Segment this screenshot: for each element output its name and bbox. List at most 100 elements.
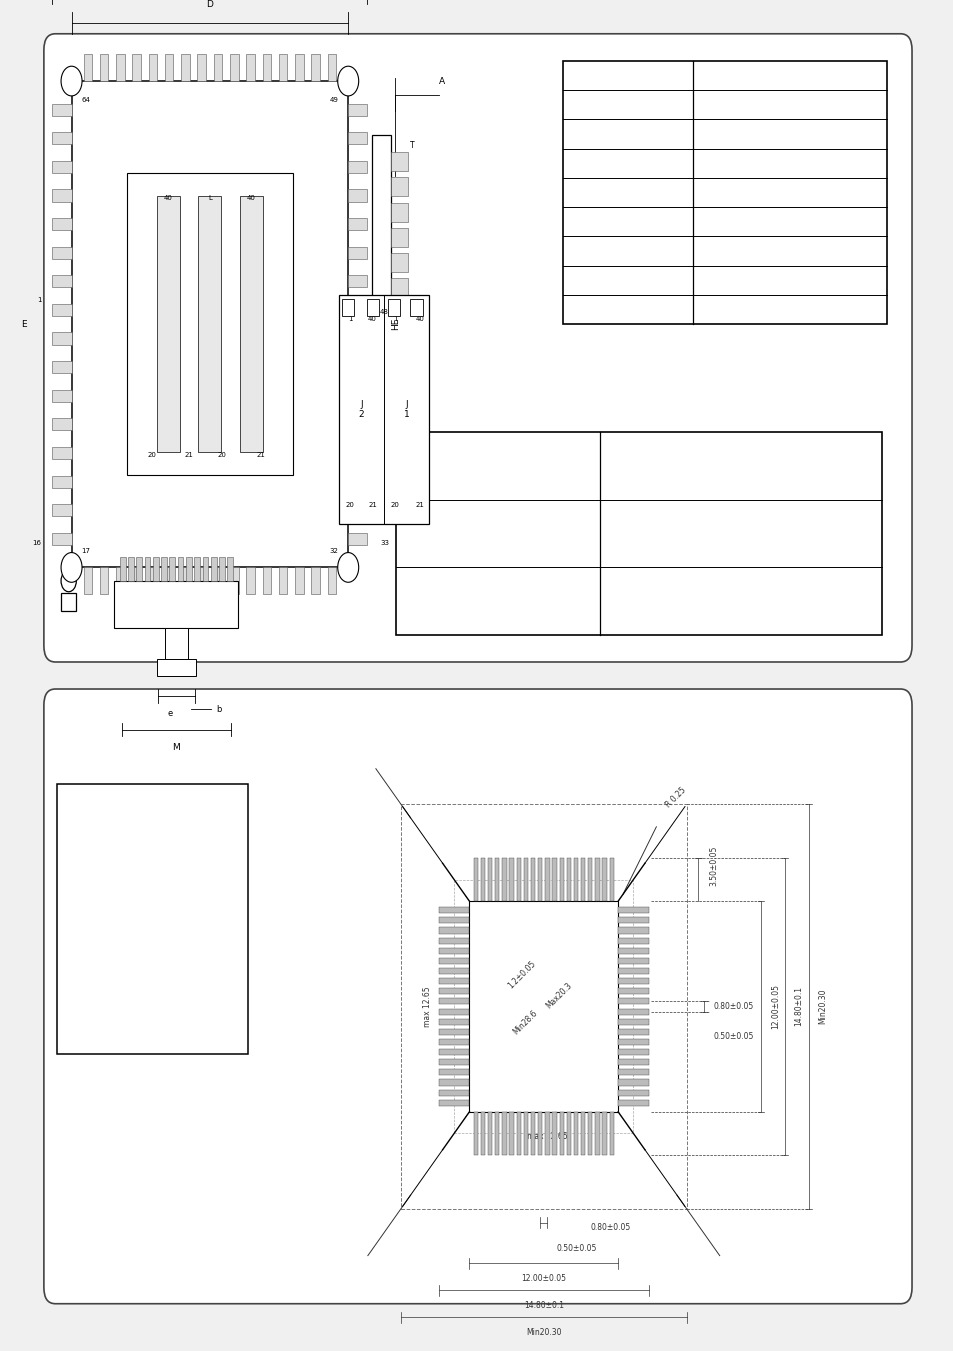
Bar (294, 54, 303, 81)
Bar (338, 295, 429, 524)
Text: e: e (168, 709, 172, 719)
Bar (587, 1112, 592, 1155)
Bar (100, 54, 109, 81)
Text: 16: 16 (32, 540, 42, 546)
Bar (537, 1112, 541, 1155)
Bar (618, 1079, 648, 1086)
Bar (213, 567, 222, 594)
Bar (52, 361, 71, 373)
Bar (618, 1100, 648, 1105)
Text: 48: 48 (379, 309, 389, 315)
Text: 0.50±0.05: 0.50±0.05 (557, 1244, 597, 1254)
Bar (164, 628, 188, 662)
Bar (618, 1029, 648, 1035)
Bar (618, 1039, 648, 1046)
Bar (400, 804, 686, 1209)
Bar (348, 247, 367, 259)
Bar (246, 567, 254, 594)
Text: 20: 20 (391, 503, 399, 508)
Bar (391, 304, 408, 323)
Bar (480, 1112, 484, 1155)
Bar (438, 948, 469, 954)
Bar (219, 557, 225, 581)
Bar (438, 1039, 469, 1046)
Text: 64: 64 (81, 97, 90, 103)
Text: 32: 32 (330, 549, 338, 554)
Bar (348, 304, 367, 316)
Text: b: b (216, 705, 221, 713)
Bar (348, 189, 367, 201)
Text: 1.2±0.05: 1.2±0.05 (505, 959, 537, 990)
Bar (348, 419, 367, 431)
Bar (197, 567, 206, 594)
Bar (84, 567, 92, 594)
Bar (438, 1089, 469, 1096)
Text: D: D (206, 0, 213, 9)
Bar (618, 927, 648, 934)
Bar (198, 196, 221, 453)
Bar (348, 532, 367, 544)
Bar (530, 1112, 535, 1155)
Bar (114, 581, 238, 628)
Bar (618, 948, 648, 954)
Bar (438, 958, 469, 965)
Bar (438, 908, 469, 913)
Bar (52, 504, 71, 516)
Text: R 0.25: R 0.25 (663, 785, 687, 809)
Bar (537, 858, 541, 901)
Bar (454, 880, 633, 1133)
Bar (595, 858, 598, 901)
Text: M: M (172, 743, 180, 753)
Bar (230, 567, 238, 594)
Bar (52, 476, 71, 488)
Text: 14.80±0.1: 14.80±0.1 (794, 986, 802, 1027)
Bar (348, 476, 367, 488)
Text: 20: 20 (345, 503, 355, 508)
Text: 0.80±0.05: 0.80±0.05 (713, 1002, 753, 1011)
Text: T: T (410, 142, 415, 150)
Text: 21: 21 (185, 451, 193, 458)
Bar (278, 54, 287, 81)
Bar (52, 447, 71, 459)
Text: HE: HE (391, 317, 400, 331)
Bar (509, 1112, 513, 1155)
Bar (391, 430, 408, 449)
Bar (618, 978, 648, 984)
Bar (580, 1112, 584, 1155)
Text: 49: 49 (330, 97, 338, 103)
Text: max 12.65: max 12.65 (527, 1132, 567, 1142)
Bar (165, 567, 173, 594)
Text: 21: 21 (415, 503, 424, 508)
Bar (156, 196, 180, 453)
Text: 33: 33 (379, 540, 389, 546)
Bar (438, 1019, 469, 1024)
Text: 1: 1 (393, 316, 397, 322)
Text: 21: 21 (256, 451, 266, 458)
Bar (410, 299, 422, 316)
Bar (391, 480, 408, 499)
Bar (71, 81, 348, 567)
Bar (618, 917, 648, 924)
Text: J
2: J 2 (358, 400, 364, 419)
Bar (438, 1048, 469, 1055)
FancyBboxPatch shape (44, 34, 911, 662)
Text: 1: 1 (37, 297, 41, 303)
Bar (391, 455, 408, 474)
Bar (618, 989, 648, 994)
Bar (487, 858, 492, 901)
Bar (127, 173, 293, 476)
Bar (438, 927, 469, 934)
Bar (587, 858, 592, 901)
Bar (618, 1008, 648, 1015)
Bar (348, 104, 367, 116)
Bar (595, 1112, 598, 1155)
Bar (230, 54, 238, 81)
Bar (495, 1112, 499, 1155)
Bar (116, 54, 125, 81)
Bar (618, 998, 648, 1004)
Bar (294, 567, 303, 594)
Bar (213, 54, 222, 81)
Bar (211, 557, 216, 581)
Text: 20: 20 (147, 451, 156, 458)
Bar (391, 153, 408, 172)
